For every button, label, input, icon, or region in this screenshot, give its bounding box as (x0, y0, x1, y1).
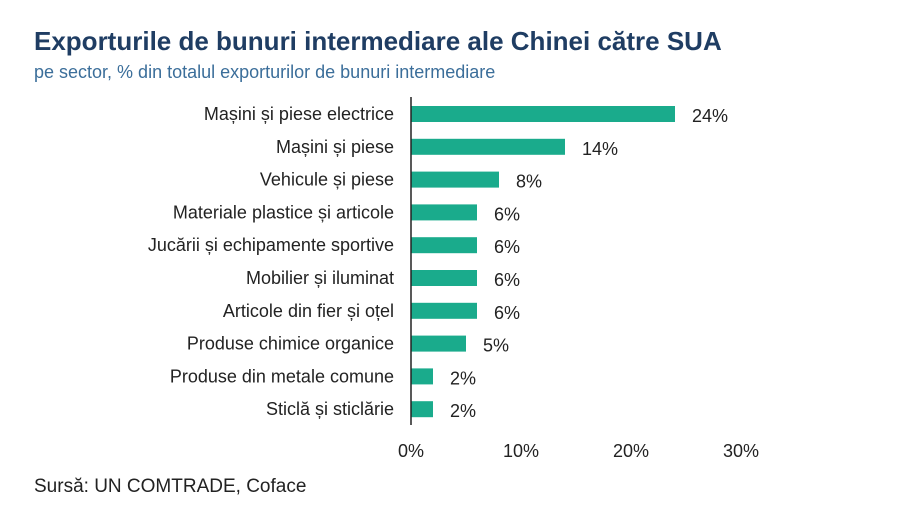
x-tick-label: 30% (723, 441, 759, 461)
value-labels-group: 24% 14% 8% 6% 6% 6% 6% 5% 2% 2% (450, 106, 728, 421)
category-label: Produse chimice organice (187, 334, 394, 354)
bar (411, 401, 433, 418)
chart-subtitle: pe sector, % din totalul exporturilor de… (34, 62, 496, 82)
value-label: 14% (582, 139, 618, 159)
value-label: 8% (516, 172, 542, 192)
bar (411, 106, 675, 122)
bar (411, 302, 477, 319)
category-label: Materiale plastice și articole (173, 202, 394, 222)
value-label: 6% (494, 303, 520, 323)
bar (411, 204, 477, 221)
category-label: Produse din metale comune (170, 366, 394, 386)
value-label: 2% (450, 368, 476, 388)
bar (411, 368, 433, 385)
x-tick-label: 0% (398, 441, 424, 461)
value-label: 24% (692, 106, 728, 126)
category-label: Mașini și piese electrice (204, 104, 394, 124)
category-labels-group: Mașini și piese electrice Mașini și piese… (148, 104, 394, 419)
bar (411, 335, 466, 352)
value-label: 5% (483, 336, 509, 356)
bars-group (411, 106, 675, 418)
value-label: 6% (494, 270, 520, 290)
value-label: 6% (494, 237, 520, 257)
bar (411, 270, 477, 286)
x-tick-label: 10% (503, 441, 539, 461)
x-tick-label: 20% (613, 441, 649, 461)
category-label: Jucării și echipamente sportive (148, 235, 394, 255)
bar (411, 237, 477, 254)
chart-title: Exporturile de bunuri intermediare ale C… (34, 26, 722, 56)
category-label: Mașini și piese (276, 137, 394, 157)
bar (411, 138, 565, 155)
bar (411, 171, 499, 188)
category-label: Sticlă și sticlărie (266, 399, 394, 419)
category-label: Mobilier și iluminat (246, 268, 394, 288)
category-label: Vehicule și piese (260, 170, 394, 190)
category-label: Articole din fier și oțel (223, 301, 394, 321)
x-axis-ticks-group: 0% 10% 20% 30% (398, 441, 759, 461)
source-note: Sursă: UN COMTRADE, Coface (34, 476, 307, 497)
value-label: 2% (450, 401, 476, 421)
value-label: 6% (494, 204, 520, 224)
